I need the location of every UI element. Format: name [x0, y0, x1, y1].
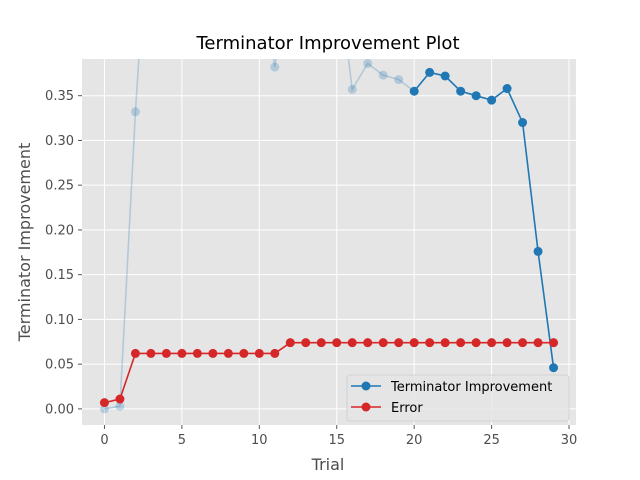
data-point-error: [533, 338, 543, 348]
legend-label-error: Error: [391, 401, 423, 416]
data-point-terminator-improvement: [549, 363, 559, 373]
legend-label-terminator-improvement: Terminator Improvement: [390, 380, 552, 395]
chart-title: Terminator Improvement Plot: [196, 33, 460, 54]
data-point-error: [409, 338, 419, 348]
data-point-terminator-improvement: [456, 86, 466, 96]
faded-point: [130, 107, 140, 117]
data-point-error: [425, 338, 435, 348]
faded-point: [270, 62, 280, 72]
data-point-error: [301, 338, 311, 348]
grid: [82, 59, 576, 425]
faded-point: [115, 401, 125, 411]
data-point-error: [192, 348, 202, 358]
series-layer: [99, 67, 559, 408]
x-tick-label: 10: [251, 433, 268, 448]
faded-point: [363, 59, 373, 68]
data-point-error: [208, 348, 218, 358]
y-tick-label: 0.10: [45, 313, 74, 328]
faded-point: [347, 84, 357, 94]
data-point-error: [549, 338, 559, 348]
y-tick-label: 0.30: [45, 134, 74, 149]
data-point-error: [487, 338, 497, 348]
data-point-terminator-improvement: [440, 71, 450, 81]
x-tick-label: 25: [483, 433, 500, 448]
data-point-terminator-improvement: [518, 118, 528, 128]
data-point-error: [471, 338, 481, 348]
data-point-error: [378, 338, 388, 348]
y-tick-label: 0.25: [45, 179, 74, 194]
data-point-error: [177, 348, 187, 358]
data-point-error: [146, 348, 156, 358]
y-tick-label: 0.00: [45, 402, 74, 417]
x-tick-label: 15: [328, 433, 345, 448]
data-point-error: [440, 338, 450, 348]
plot-background: [82, 59, 576, 425]
data-point-terminator-improvement: [471, 91, 481, 101]
legend-marker-error: [361, 402, 371, 412]
data-point-terminator-improvement: [502, 84, 512, 94]
data-point-terminator-improvement: [487, 95, 497, 105]
faded-point: [378, 70, 388, 80]
data-point-error: [502, 338, 512, 348]
data-point-error: [130, 348, 140, 358]
data-point-error: [316, 338, 326, 348]
y-tick-label: 0.35: [45, 89, 74, 104]
data-point-error: [254, 348, 264, 358]
x-tick-label: 30: [561, 433, 578, 448]
data-point-error: [363, 338, 373, 348]
y-tick-label: 0.20: [45, 223, 74, 238]
faded-point: [99, 404, 109, 414]
legend: Terminator Improvement Error: [346, 374, 570, 422]
data-point-error: [394, 338, 404, 348]
data-point-terminator-improvement: [409, 86, 419, 96]
legend-marker-terminator-improvement: [361, 381, 371, 391]
data-point-error: [456, 338, 466, 348]
x-tick-label: 5: [178, 433, 186, 448]
y-axis-label: Terminator Improvement: [15, 143, 34, 343]
x-tick-label: 20: [406, 433, 423, 448]
faded-series-line: [104, 59, 415, 410]
data-point-error: [239, 348, 249, 358]
data-point-error: [115, 394, 125, 404]
data-point-error: [285, 338, 295, 348]
data-point-terminator-improvement: [425, 67, 435, 77]
data-point-error: [347, 338, 357, 348]
data-point-error: [270, 348, 280, 358]
data-point-error: [161, 348, 171, 358]
legend-box: [346, 374, 570, 422]
faded-series: [99, 59, 415, 414]
tick-labels: 0 5 10 15 20 25 30 0.00 0.05 0.10 0.15 0.20 0.25 0.30…: [45, 89, 577, 448]
y-tick-label: 0.05: [45, 358, 74, 373]
data-point-terminator-improvement: [533, 246, 543, 256]
x-axis-label: Trial: [311, 455, 345, 474]
data-point-error: [223, 348, 233, 358]
y-tick-label: 0.15: [45, 268, 74, 283]
x-tick-label: 0: [100, 433, 108, 448]
series-line-terminator-improvement: [413, 71, 555, 368]
data-point-error: [518, 338, 528, 348]
faded-point: [394, 75, 404, 85]
data-point-error: [99, 398, 109, 408]
data-point-error: [332, 338, 342, 348]
